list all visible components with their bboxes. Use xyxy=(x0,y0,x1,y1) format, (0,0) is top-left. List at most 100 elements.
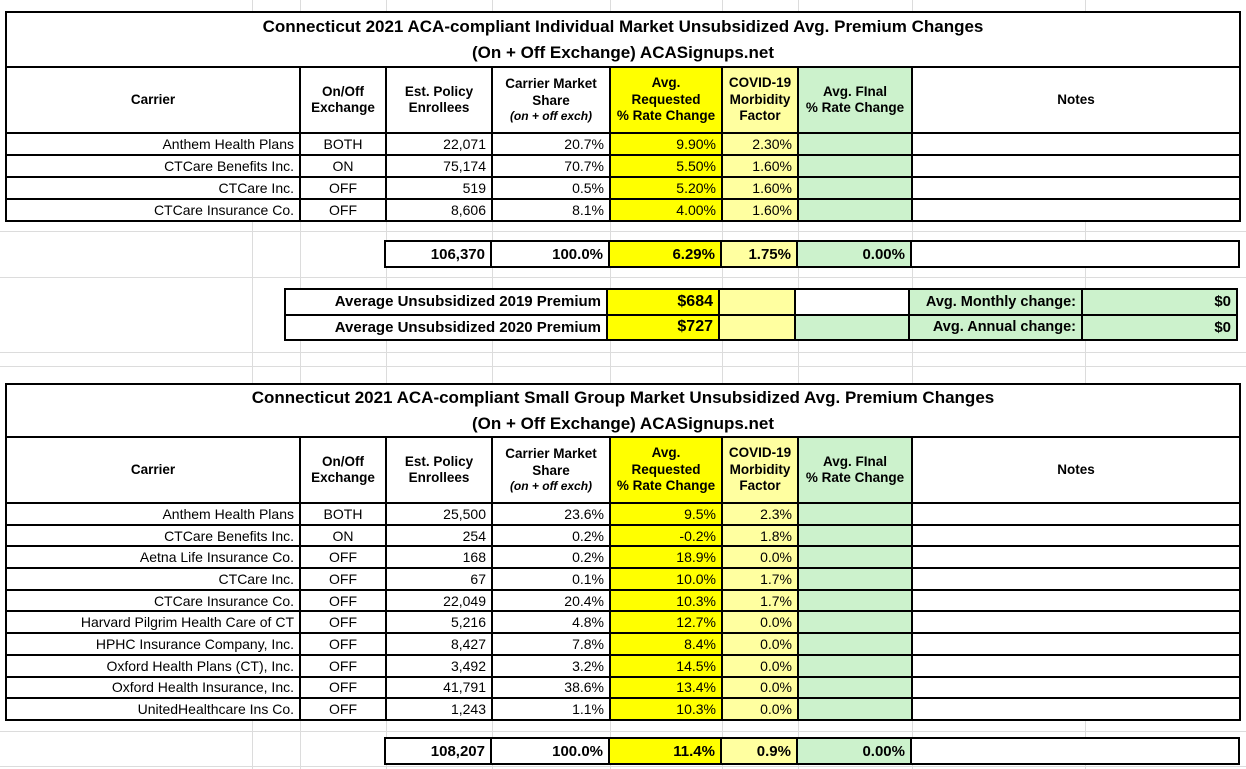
header-requested-rate[interactable]: Avg. Requested % Rate Change xyxy=(611,68,721,132)
share-cell[interactable]: 8.1% xyxy=(493,200,609,220)
notes-cell[interactable] xyxy=(913,156,1239,176)
final-cell[interactable] xyxy=(799,178,911,198)
covid-blank-cell[interactable] xyxy=(720,315,794,339)
individual-market-title[interactable]: Connecticut 2021 ACA-compliant Individua… xyxy=(5,11,1241,68)
covid-cell[interactable]: 1.60% xyxy=(723,200,797,220)
share-cell[interactable]: 20.7% xyxy=(493,134,609,154)
header-carrier[interactable]: Carrier xyxy=(7,438,299,502)
carrier-cell[interactable]: Harvard Pilgrim Health Care of CT xyxy=(7,612,299,633)
requested-cell[interactable]: 13.4% xyxy=(611,677,721,698)
share-cell[interactable]: 4.8% xyxy=(493,612,609,633)
annual-change-value[interactable]: $0 xyxy=(1083,315,1236,339)
final-blank-cell[interactable] xyxy=(796,315,908,339)
covid-cell[interactable]: 1.60% xyxy=(723,178,797,198)
header-notes[interactable]: Notes xyxy=(913,68,1239,132)
covid-cell[interactable]: 1.60% xyxy=(723,156,797,176)
total-covid-cell[interactable]: 0.9% xyxy=(722,739,796,763)
notes-cell[interactable] xyxy=(913,134,1239,154)
total-covid-cell[interactable]: 1.75% xyxy=(722,242,796,266)
total-final-cell[interactable]: 0.00% xyxy=(798,242,910,266)
total-notes-cell[interactable] xyxy=(912,739,1238,763)
requested-cell[interactable]: 9.90% xyxy=(611,134,721,154)
covid-cell[interactable]: 1.7% xyxy=(723,590,797,611)
covid-cell[interactable]: 0.0% xyxy=(723,699,797,719)
requested-cell[interactable]: 10.3% xyxy=(611,590,721,611)
avg-2020-premium-label[interactable]: Average Unsubsidized 2020 Premium xyxy=(286,315,606,339)
annual-change-label[interactable]: Avg. Annual change: xyxy=(910,315,1081,339)
final-cell[interactable] xyxy=(799,677,911,698)
header-requested-rate[interactable]: Avg. Requested % Rate Change xyxy=(611,438,721,502)
enrollees-cell[interactable]: 254 xyxy=(387,525,491,546)
carrier-cell[interactable]: CTCare Inc. xyxy=(7,569,299,589)
share-cell[interactable]: 70.7% xyxy=(493,156,609,176)
notes-cell[interactable] xyxy=(913,677,1239,698)
exchange-cell[interactable]: OFF xyxy=(301,547,385,568)
notes-cell[interactable] xyxy=(913,634,1239,654)
monthly-change-label[interactable]: Avg. Monthly change: xyxy=(910,290,1081,314)
small-group-market-title[interactable]: Connecticut 2021 ACA-compliant Small Gro… xyxy=(5,383,1241,438)
exchange-cell[interactable]: OFF xyxy=(301,655,385,676)
header-final-rate[interactable]: Avg. FInal % Rate Change xyxy=(799,68,911,132)
share-cell[interactable]: 0.5% xyxy=(493,178,609,198)
exchange-cell[interactable]: OFF xyxy=(301,612,385,633)
covid-cell[interactable]: 2.30% xyxy=(723,134,797,154)
final-cell[interactable] xyxy=(799,612,911,633)
final-cell[interactable] xyxy=(799,134,911,154)
notes-cell[interactable] xyxy=(913,178,1239,198)
share-cell[interactable]: 1.1% xyxy=(493,699,609,719)
share-cell[interactable]: 0.2% xyxy=(493,547,609,568)
share-cell[interactable]: 0.2% xyxy=(493,525,609,546)
carrier-cell[interactable]: CTCare Benefits Inc. xyxy=(7,156,299,176)
enrollees-cell[interactable]: 75,174 xyxy=(387,156,491,176)
enrollees-cell[interactable]: 519 xyxy=(387,178,491,198)
carrier-cell[interactable]: HPHC Insurance Company, Inc. xyxy=(7,634,299,654)
carrier-cell[interactable]: Anthem Health Plans xyxy=(7,134,299,154)
covid-cell[interactable]: 2.3% xyxy=(723,504,797,524)
share-cell[interactable]: 20.4% xyxy=(493,590,609,611)
carrier-cell[interactable]: CTCare Inc. xyxy=(7,178,299,198)
total-enrollees-cell[interactable]: 108,207 xyxy=(386,739,490,763)
notes-cell[interactable] xyxy=(913,525,1239,546)
carrier-cell[interactable]: Anthem Health Plans xyxy=(7,504,299,524)
enrollees-cell[interactable]: 41,791 xyxy=(387,677,491,698)
carrier-cell[interactable]: Aetna Life Insurance Co. xyxy=(7,547,299,568)
exchange-cell[interactable]: OFF xyxy=(301,569,385,589)
requested-cell[interactable]: -0.2% xyxy=(611,525,721,546)
covid-cell[interactable]: 0.0% xyxy=(723,634,797,654)
enrollees-cell[interactable]: 1,243 xyxy=(387,699,491,719)
header-exchange[interactable]: On/Off Exchange xyxy=(301,68,385,132)
exchange-cell[interactable]: ON xyxy=(301,156,385,176)
requested-cell[interactable]: 9.5% xyxy=(611,504,721,524)
final-cell[interactable] xyxy=(799,547,911,568)
requested-cell[interactable]: 18.9% xyxy=(611,547,721,568)
notes-cell[interactable] xyxy=(913,504,1239,524)
header-covid-factor[interactable]: COVID-19 Morbidity Factor xyxy=(723,438,797,502)
enrollees-cell[interactable]: 5,216 xyxy=(387,612,491,633)
exchange-cell[interactable]: OFF xyxy=(301,634,385,654)
requested-cell[interactable]: 10.0% xyxy=(611,569,721,589)
covid-cell[interactable]: 1.7% xyxy=(723,569,797,589)
share-cell[interactable]: 7.8% xyxy=(493,634,609,654)
carrier-cell[interactable]: UnitedHealthcare Ins Co. xyxy=(7,699,299,719)
final-cell[interactable] xyxy=(799,655,911,676)
enrollees-cell[interactable]: 67 xyxy=(387,569,491,589)
covid-cell[interactable]: 0.0% xyxy=(723,547,797,568)
requested-cell[interactable]: 14.5% xyxy=(611,655,721,676)
enrollees-cell[interactable]: 3,492 xyxy=(387,655,491,676)
total-final-cell[interactable]: 0.00% xyxy=(798,739,910,763)
share-cell[interactable]: 0.1% xyxy=(493,569,609,589)
notes-cell[interactable] xyxy=(913,547,1239,568)
final-cell[interactable] xyxy=(799,569,911,589)
header-carrier[interactable]: Carrier xyxy=(7,68,299,132)
header-final-rate[interactable]: Avg. FInal % Rate Change xyxy=(799,438,911,502)
final-cell[interactable] xyxy=(799,699,911,719)
header-enrollees[interactable]: Est. Policy Enrollees xyxy=(387,438,491,502)
header-exchange[interactable]: On/Off Exchange xyxy=(301,438,385,502)
covid-cell[interactable]: 1.8% xyxy=(723,525,797,546)
requested-cell[interactable]: 10.3% xyxy=(611,699,721,719)
covid-cell[interactable]: 0.0% xyxy=(723,612,797,633)
header-market-share[interactable]: Carrier Market Share (on + off exch) xyxy=(493,68,609,132)
avg-2019-premium-label[interactable]: Average Unsubsidized 2019 Premium xyxy=(286,290,606,314)
covid-cell[interactable]: 0.0% xyxy=(723,677,797,698)
carrier-cell[interactable]: Oxford Health Plans (CT), Inc. xyxy=(7,655,299,676)
